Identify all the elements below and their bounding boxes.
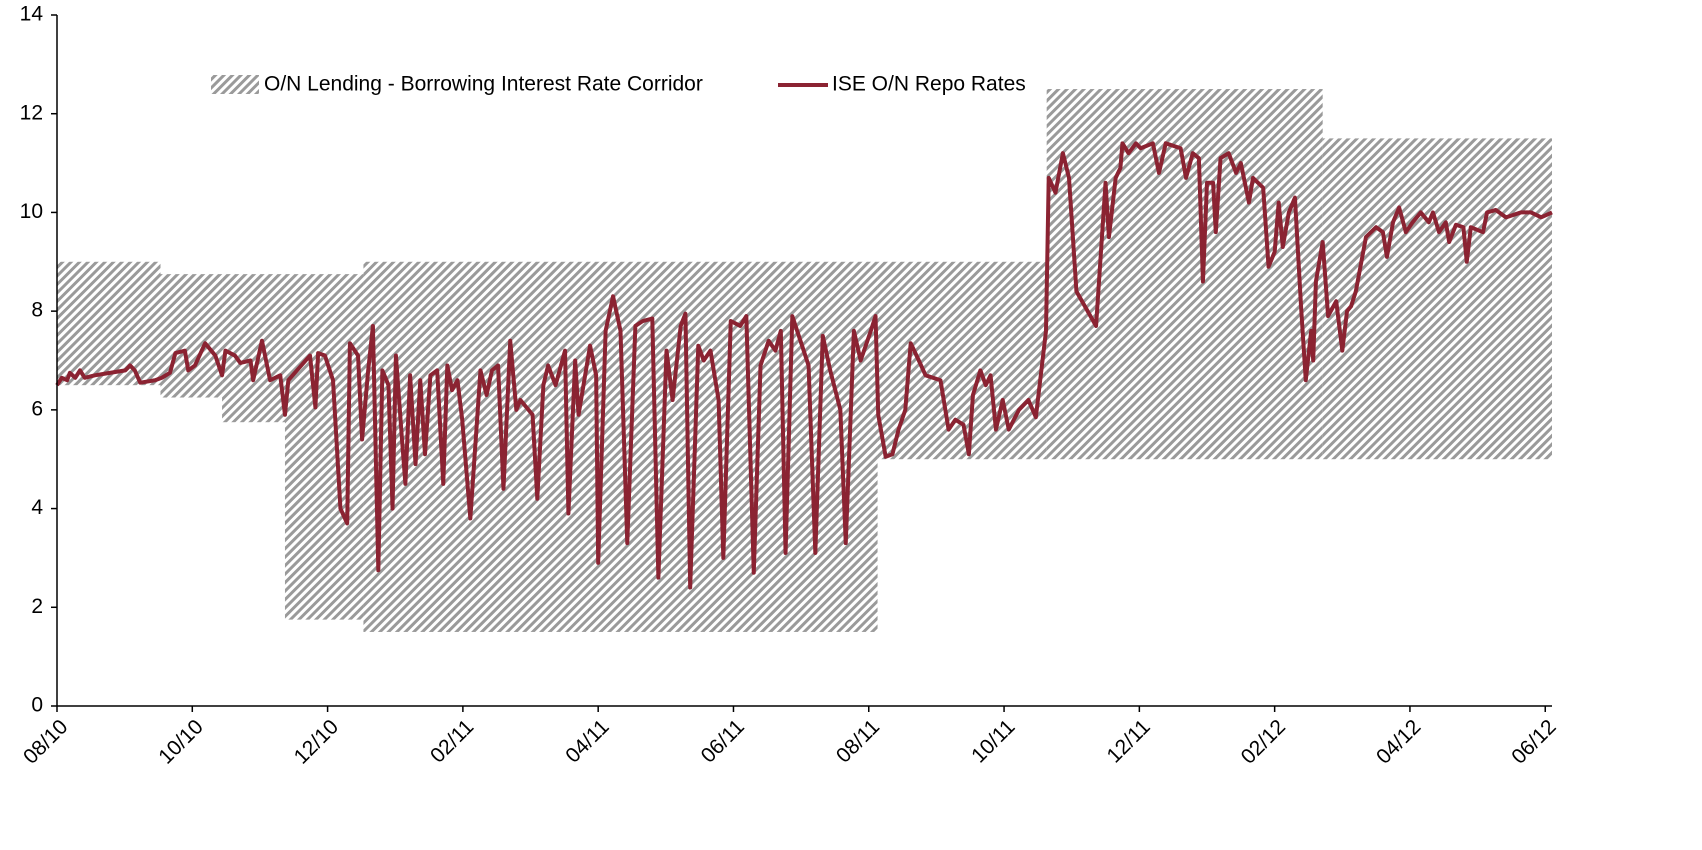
- y-tick-label: 12: [20, 101, 43, 124]
- y-tick-label: 4: [31, 496, 43, 519]
- legend-label: ISE O/N Repo Rates: [832, 73, 1026, 96]
- x-tick-label: 08/11: [832, 715, 884, 767]
- x-tick-label: 06/11: [697, 715, 749, 767]
- x-tick-label: 04/11: [561, 715, 613, 767]
- corridor-band: [877, 261, 1047, 460]
- x-tick-label: 12/11: [1102, 715, 1154, 767]
- x-tick-label: 02/12: [1237, 715, 1290, 768]
- corridor-band: [1322, 138, 1552, 460]
- repo-rate-line: [55, 141, 1553, 590]
- corridor-band: [57, 261, 161, 386]
- x-tick-label: 02/11: [426, 715, 478, 767]
- legend-swatch-corridor: [211, 75, 259, 94]
- y-tick-label: 6: [31, 397, 43, 420]
- x-tick-label: 10/11: [967, 715, 1019, 767]
- x-tick-label: 04/12: [1372, 715, 1425, 768]
- corridor-band: [1046, 89, 1323, 460]
- y-tick-label: 0: [31, 694, 43, 717]
- corridor-band: [222, 274, 285, 423]
- legend-label: O/N Lending - Borrowing Interest Rate Co…: [264, 73, 703, 96]
- y-tick-label: 14: [20, 3, 44, 26]
- x-tick-label: 06/12: [1507, 715, 1560, 768]
- x-tick-label: 10/10: [154, 715, 207, 768]
- x-tick-label: 08/10: [19, 715, 72, 768]
- y-tick-label: 10: [20, 200, 43, 223]
- corridor-band: [284, 274, 364, 620]
- y-tick-label: 2: [31, 595, 43, 618]
- x-tick-label: 12/10: [290, 715, 343, 768]
- corridor-band: [160, 274, 223, 398]
- y-tick-label: 8: [31, 299, 43, 322]
